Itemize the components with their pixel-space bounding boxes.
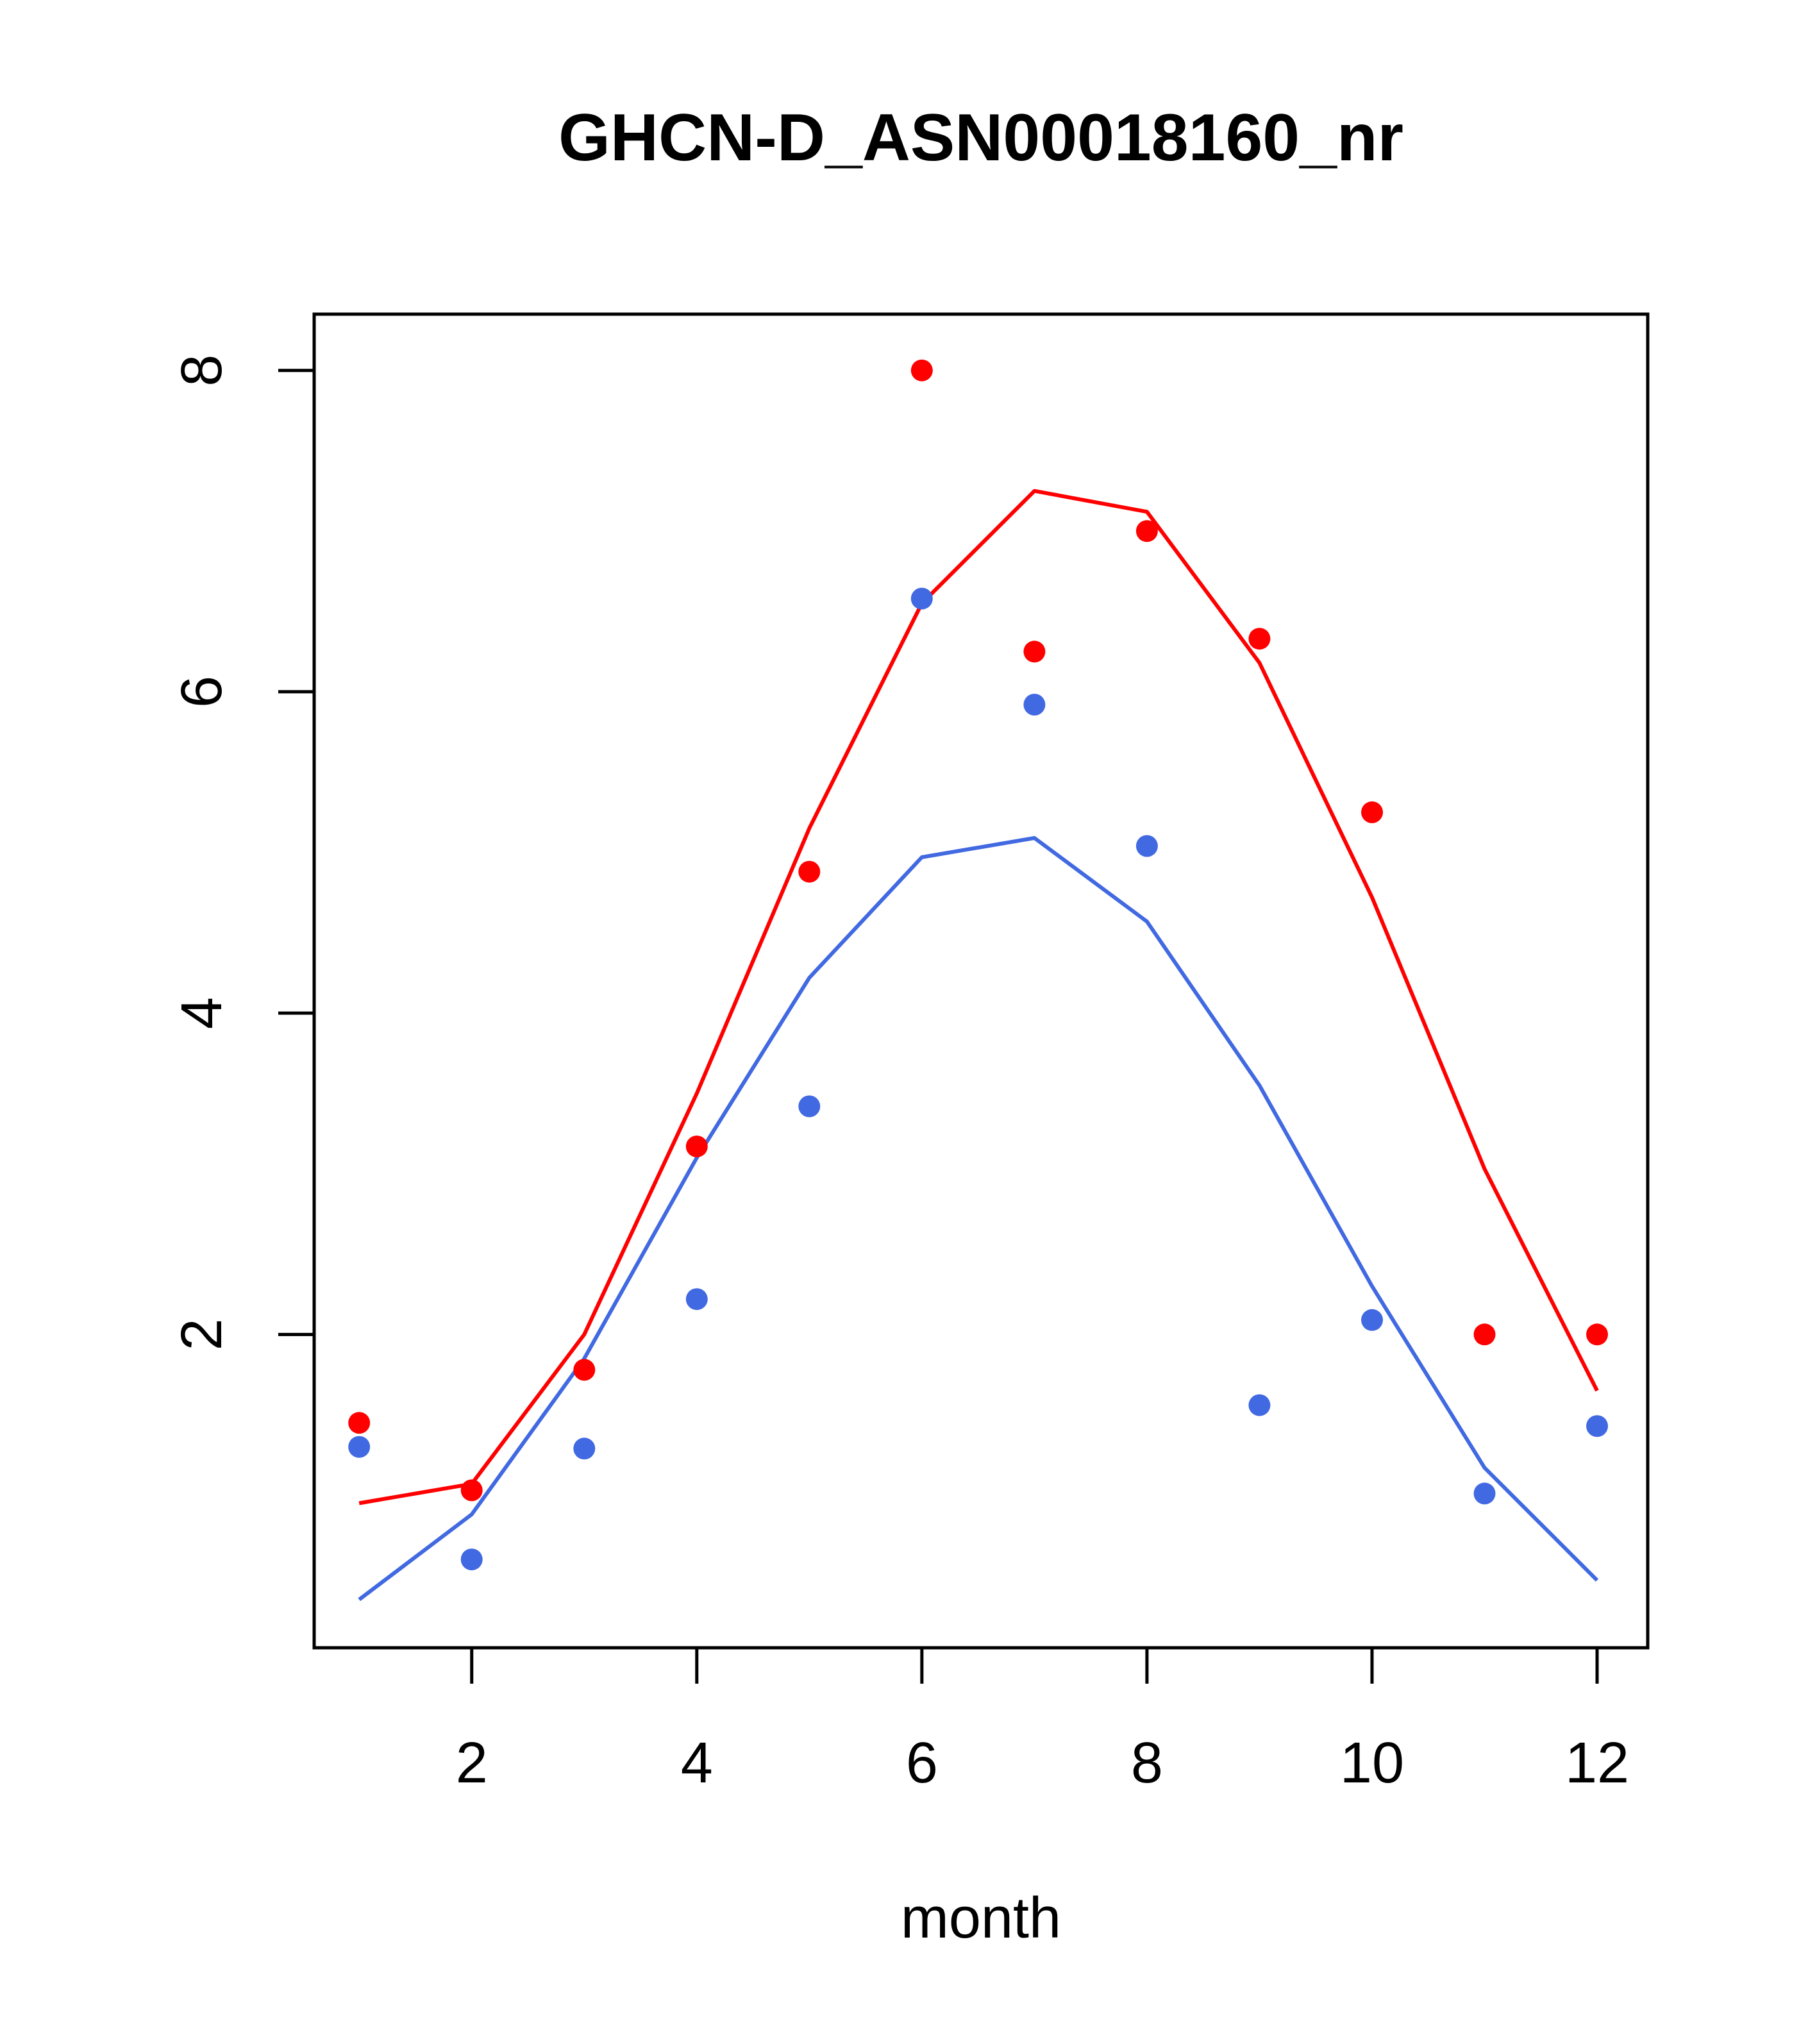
series-1-point: [1586, 1323, 1608, 1346]
chart-title: GHCN-D_ASN00018160_nr: [558, 101, 1403, 175]
y-tick-label: 6: [170, 676, 234, 708]
series-1-line: [358, 489, 1599, 1505]
plot-frame: [312, 312, 1650, 1650]
y-tick-label: 2: [170, 1318, 234, 1350]
series-2-point: [798, 1095, 821, 1118]
series-1-point: [685, 1135, 708, 1158]
series-2-point: [1473, 1482, 1496, 1505]
series-1-point: [910, 359, 933, 381]
series-2-point: [348, 1436, 371, 1458]
series-2-line: [358, 836, 1599, 1602]
x-tick-label: 2: [456, 1731, 488, 1795]
series-2-point: [910, 587, 933, 610]
series-1-point: [348, 1412, 371, 1434]
series-1-point: [1135, 520, 1158, 542]
series-2-point: [1023, 694, 1046, 716]
x-tick-label: 6: [906, 1731, 938, 1795]
series-lines: [358, 489, 1599, 1602]
series-2-point: [573, 1437, 596, 1460]
y-axis: 2 4 6 8: [170, 355, 316, 1350]
series-2-point: [685, 1288, 708, 1311]
x-tick-label: 12: [1565, 1731, 1629, 1795]
series-2-point: [1361, 1309, 1383, 1331]
x-tick-label: 10: [1340, 1731, 1404, 1795]
series-1-point: [1248, 628, 1271, 650]
series-2-point: [1586, 1415, 1608, 1437]
x-axis: 2 4 6 8 10 12: [456, 1646, 1629, 1795]
series-points: [348, 359, 1608, 1571]
series-2-point: [460, 1548, 483, 1571]
series-1-point: [1473, 1323, 1496, 1346]
series-1-point: [798, 860, 821, 883]
x-tick-label: 8: [1131, 1731, 1163, 1795]
series-1-point: [573, 1359, 596, 1381]
series-2-point: [1135, 835, 1158, 857]
series-1-point: [460, 1479, 483, 1502]
y-tick-label: 4: [170, 997, 234, 1029]
x-axis-label: month: [901, 1886, 1061, 1950]
y-tick-label: 8: [170, 355, 234, 387]
series-2-point: [1248, 1394, 1271, 1416]
x-tick-label: 4: [681, 1731, 713, 1795]
series-1-point: [1023, 641, 1046, 663]
series-1-point: [1361, 801, 1383, 823]
